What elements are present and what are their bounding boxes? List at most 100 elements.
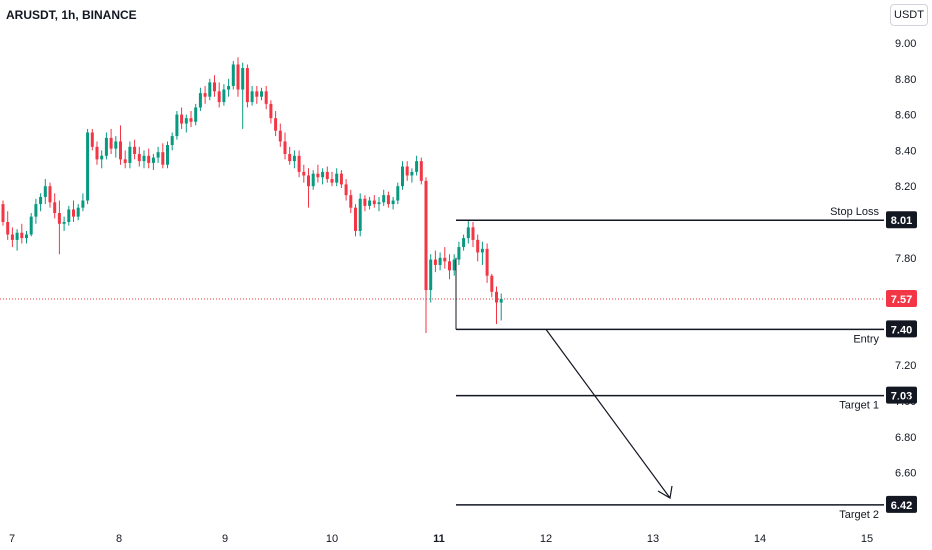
candle bbox=[6, 211, 10, 240]
candle bbox=[443, 247, 447, 269]
candle bbox=[20, 223, 24, 244]
candle-body bbox=[274, 118, 278, 131]
candle bbox=[104, 132, 108, 160]
candle-body bbox=[29, 216, 33, 235]
candle-body bbox=[377, 202, 381, 205]
candle bbox=[382, 189, 386, 206]
level-price-tag-1 bbox=[886, 320, 917, 338]
candle bbox=[39, 193, 43, 212]
candle bbox=[170, 132, 174, 151]
level-price-tag-3 bbox=[886, 495, 917, 513]
candle-body bbox=[382, 195, 386, 203]
candle-body bbox=[15, 232, 19, 240]
candle bbox=[128, 141, 132, 169]
candle-body bbox=[462, 238, 466, 248]
candle bbox=[245, 64, 249, 108]
candle bbox=[415, 155, 419, 176]
candle-body bbox=[6, 222, 10, 235]
candle-body bbox=[90, 132, 94, 147]
candle-body bbox=[170, 136, 174, 146]
y-tick-label: 7.00 bbox=[895, 396, 916, 408]
candle bbox=[344, 179, 348, 201]
candle-body bbox=[495, 291, 498, 303]
candle bbox=[114, 136, 118, 158]
candle-body bbox=[264, 91, 268, 104]
candle bbox=[499, 293, 503, 321]
x-tick-label: 11 bbox=[433, 533, 445, 545]
symbol-title: ARUSDT, 1h, BINANCE bbox=[6, 8, 137, 22]
candle bbox=[227, 78, 231, 97]
candle-body bbox=[358, 198, 362, 231]
candle-body bbox=[109, 137, 113, 149]
candle-body bbox=[231, 64, 235, 86]
candle-body bbox=[128, 146, 132, 163]
candle bbox=[405, 161, 409, 181]
x-tick-label: 7 bbox=[9, 533, 15, 545]
candle bbox=[307, 168, 310, 208]
candle-body bbox=[354, 207, 357, 231]
x-tick-label: 14 bbox=[754, 533, 766, 545]
candle-body bbox=[34, 204, 38, 217]
candle bbox=[274, 111, 278, 137]
candle-body bbox=[95, 146, 99, 160]
candle bbox=[424, 177, 428, 333]
level-label-1: Entry bbox=[853, 333, 879, 345]
candle-body bbox=[104, 137, 108, 156]
candle-body bbox=[81, 200, 85, 208]
candle bbox=[250, 85, 254, 106]
candle bbox=[217, 82, 221, 108]
candle bbox=[339, 170, 343, 188]
candle bbox=[264, 85, 268, 110]
candle-body bbox=[189, 118, 193, 122]
candle bbox=[429, 254, 433, 303]
candle bbox=[72, 200, 75, 222]
candle-body bbox=[86, 132, 90, 201]
candle bbox=[142, 150, 146, 169]
candle bbox=[335, 168, 339, 187]
candle-body bbox=[283, 141, 287, 154]
candle-body bbox=[20, 232, 24, 239]
candle-body bbox=[311, 173, 315, 187]
currency-button[interactable]: USDT bbox=[890, 4, 928, 26]
candle-body bbox=[307, 175, 310, 187]
candle bbox=[119, 125, 122, 165]
candle-body bbox=[198, 93, 202, 108]
candle-body bbox=[485, 248, 489, 276]
candle-body bbox=[48, 186, 52, 203]
candle-body bbox=[1, 204, 5, 222]
candle bbox=[391, 196, 395, 210]
candle bbox=[189, 111, 193, 128]
x-tick-label: 8 bbox=[116, 533, 122, 545]
candle-body bbox=[335, 173, 339, 183]
candle-body bbox=[76, 207, 80, 217]
candle bbox=[166, 141, 169, 169]
candle-body bbox=[53, 202, 57, 214]
candle-body bbox=[57, 213, 61, 224]
candle-body bbox=[166, 145, 169, 165]
candle bbox=[452, 254, 456, 276]
candle bbox=[368, 196, 372, 210]
candle-body bbox=[349, 195, 353, 208]
candle bbox=[269, 100, 273, 124]
candle bbox=[410, 168, 414, 183]
candle bbox=[25, 230, 28, 244]
candle-body bbox=[25, 234, 28, 239]
level-price-text-2: 7.03 bbox=[891, 391, 912, 403]
candle-body bbox=[180, 114, 184, 124]
candle bbox=[302, 164, 306, 183]
x-tick-label: 12 bbox=[540, 533, 552, 545]
candle-body bbox=[137, 153, 141, 162]
y-tick-label: 8.40 bbox=[895, 145, 916, 157]
candle bbox=[95, 141, 99, 165]
candle bbox=[123, 150, 127, 169]
candle-body bbox=[325, 171, 329, 180]
candle bbox=[1, 200, 5, 226]
candle bbox=[283, 132, 287, 160]
level-label-3: Target 2 bbox=[839, 509, 879, 521]
candle bbox=[62, 216, 66, 231]
candle-body bbox=[424, 180, 428, 291]
candle-body bbox=[419, 161, 423, 181]
candle-body bbox=[410, 171, 414, 176]
candle bbox=[10, 227, 14, 248]
